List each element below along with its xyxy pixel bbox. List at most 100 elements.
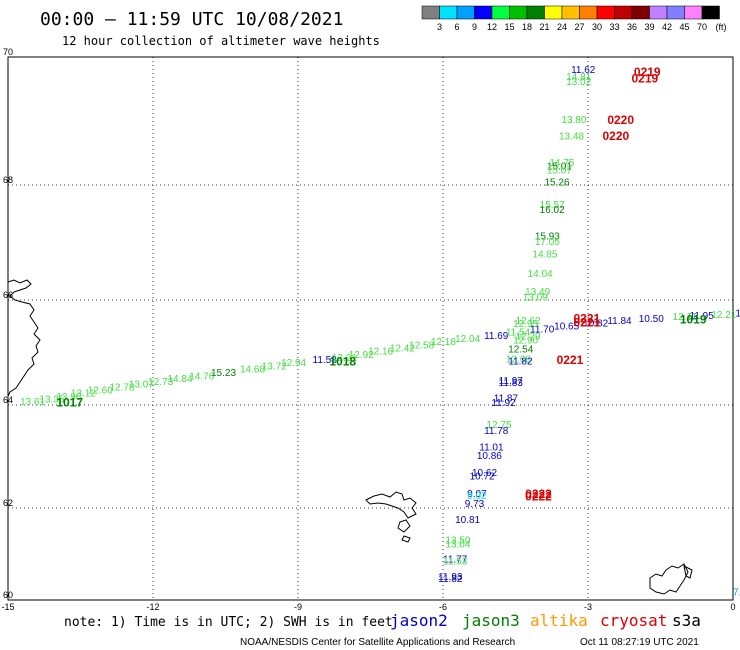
pass-time-label: 0220 xyxy=(603,129,630,143)
plot-frame xyxy=(7,56,734,601)
swh-value: 11.93 xyxy=(438,572,463,583)
swh-value: 13.49 xyxy=(525,287,550,298)
lat-tick-label: 60 xyxy=(3,590,13,600)
map-title: 00:00 – 11:59 UTC 10/08/2021 xyxy=(40,9,343,30)
lat-tick-label: 64 xyxy=(3,395,13,405)
color-scale-label: 39 xyxy=(644,22,654,32)
color-swatch xyxy=(456,5,475,20)
color-swatch xyxy=(544,5,563,20)
swh-value: 11.95 xyxy=(690,311,715,322)
color-scale: 3 6 9 12 15 18 21 24 27 30 33 36 39 42 45 70 (ft) xyxy=(421,5,727,32)
generated-timestamp: Oct 11 08:27:19 UTC 2021 xyxy=(580,637,699,648)
pass-time-label: 0219 xyxy=(634,65,661,79)
swh-value: 11.53 xyxy=(443,557,468,568)
swh-value: 12.90 xyxy=(513,336,538,347)
swh-value: 11.01 xyxy=(479,442,504,453)
swh-value: 15.07 xyxy=(547,165,572,176)
swh-value: 10.65 xyxy=(554,321,579,332)
swh-value: 12.58 xyxy=(409,340,434,351)
swh-value: 13.48 xyxy=(559,132,584,143)
color-swatch xyxy=(614,5,633,20)
swh-value: 13.72 xyxy=(262,361,287,372)
color-scale-label: 6 xyxy=(454,22,459,32)
color-scale-label: 15 xyxy=(504,22,514,32)
color-scale-label: 18 xyxy=(522,22,532,32)
swh-value: 14.76 xyxy=(189,371,214,382)
swh-value: 11.70 xyxy=(530,325,555,336)
swh-value: 11.77 xyxy=(443,554,468,565)
lat-lon-grid: -15 -12 -9 -6 -3 0 60 62 64 66 68 70 xyxy=(1,47,735,612)
swh-value: 14.81 xyxy=(566,72,591,83)
color-swatch xyxy=(526,5,545,20)
swh-value: 9.73 xyxy=(465,499,485,510)
swh-value: 13.09 xyxy=(523,293,548,304)
coastline-faroe-islands xyxy=(365,491,417,543)
lon-tick-label: -12 xyxy=(146,602,159,612)
swh-value: 11.58 xyxy=(313,355,338,366)
swh-value: 7.0 xyxy=(733,587,740,598)
pass-time-labels: 0219021902200220022102210221022202221017… xyxy=(56,65,707,503)
swh-value: 13.96 xyxy=(56,392,81,403)
color-scale-label: 30 xyxy=(592,22,602,32)
swh-value: 14.75 xyxy=(549,158,574,169)
color-swatch xyxy=(701,5,720,20)
swh-value: 12.16 xyxy=(368,347,393,358)
footnote: note: 1) Time is in UTC; 2) SWH is in fe… xyxy=(64,615,393,630)
lat-tick-label: 70 xyxy=(3,47,13,57)
legend-s3a: s3a xyxy=(672,611,701,630)
swh-value: 12.42 xyxy=(390,343,415,354)
swh-value: 12.95 xyxy=(513,319,538,330)
swh-value: 16.02 xyxy=(540,205,565,216)
swh-value: 12.92 xyxy=(349,350,374,361)
swh-value: 11.54 xyxy=(506,328,531,339)
swh-value: 12.21 xyxy=(711,310,736,321)
color-swatch xyxy=(666,5,685,20)
swh-value: 9.02 xyxy=(467,491,487,502)
swh-value: 10.62 xyxy=(472,468,497,479)
swh-value: 11.87 xyxy=(494,393,519,404)
swh-value: 12.75 xyxy=(487,420,512,431)
swh-value: 11.3 xyxy=(735,308,740,319)
lat-tick-label: 62 xyxy=(3,498,13,508)
color-swatch xyxy=(421,5,440,20)
swh-value: 13.07 xyxy=(129,380,154,391)
wave-height-observations: 13.6113.3513.9613.1212.6012.7813.0712.73… xyxy=(20,65,740,598)
pass-time-label: 0219 xyxy=(632,72,659,86)
swh-value: 13.61 xyxy=(20,397,45,408)
swh-value: 12.21 xyxy=(332,353,357,364)
color-scale-label: 24 xyxy=(557,22,567,32)
color-scale-label: 33 xyxy=(609,22,619,32)
swh-value: 12.73 xyxy=(148,377,173,388)
swh-value: 13.04 xyxy=(445,540,470,551)
swh-value: 12.62 xyxy=(516,316,541,327)
color-scale-label: 42 xyxy=(662,22,672,32)
coastline-shetland xyxy=(649,563,693,595)
swh-value: 13.80 xyxy=(561,115,586,126)
swh-value: 11.82 xyxy=(438,574,463,585)
swh-value: 12.66 xyxy=(506,354,531,365)
color-scale-label: 27 xyxy=(574,22,584,32)
swh-value: 11.97 xyxy=(499,376,524,387)
lat-tick-label: 68 xyxy=(3,175,13,185)
color-scale-label: 45 xyxy=(679,22,689,32)
color-swatch xyxy=(491,5,510,20)
pass-time-label: 0221 xyxy=(557,353,584,367)
pass-time-label: 0221 xyxy=(574,315,601,329)
swh-value: 11.83 xyxy=(499,378,524,389)
pass-time-label: 0222 xyxy=(525,489,552,503)
swh-value: 10.81 xyxy=(455,515,480,526)
legend-jason2: jason2 xyxy=(390,611,448,630)
swh-value: 14.04 xyxy=(528,269,553,280)
swh-value: 15.57 xyxy=(540,200,565,211)
color-swatch xyxy=(439,5,458,20)
swh-value: 10.86 xyxy=(477,451,502,462)
swh-value: 13.12 xyxy=(71,389,96,400)
swh-value: 11.62 xyxy=(571,65,596,76)
coastline-iceland xyxy=(7,279,41,397)
swh-value: 11.82 xyxy=(508,357,533,368)
color-swatch xyxy=(596,5,615,20)
lon-tick-label: -6 xyxy=(439,602,447,612)
color-scale-label: 36 xyxy=(627,22,637,32)
credit-line: NOAA/NESDIS Center for Satellite Applica… xyxy=(240,637,515,648)
lon-tick-label: -3 xyxy=(584,602,592,612)
